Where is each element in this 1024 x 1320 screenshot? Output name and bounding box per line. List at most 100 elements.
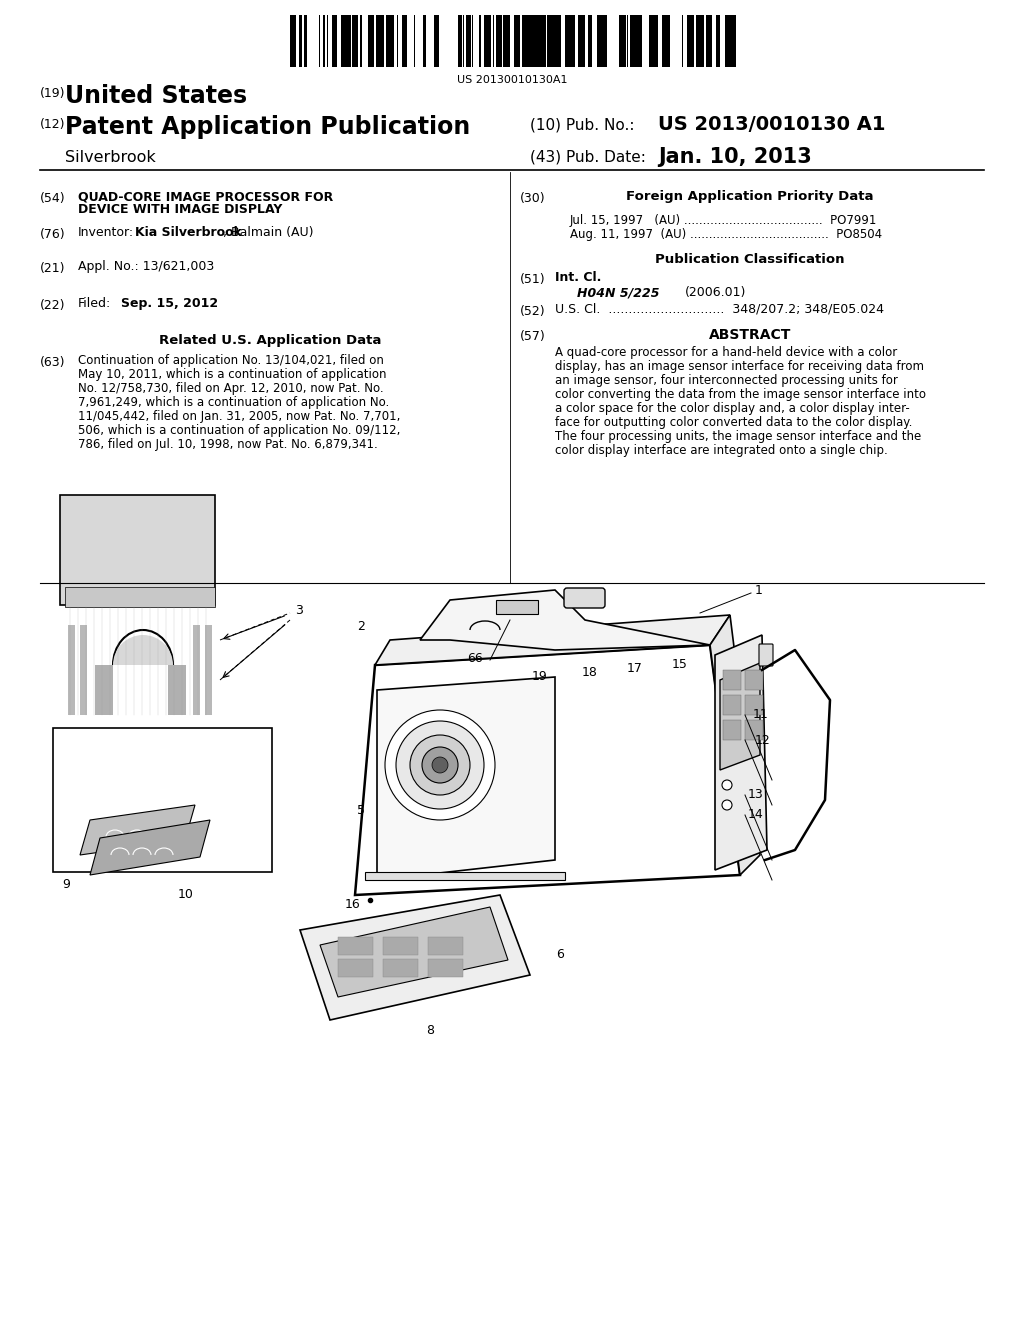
Text: 8: 8 xyxy=(426,1023,434,1036)
Bar xyxy=(383,960,418,977)
Text: H04N 5/225: H04N 5/225 xyxy=(577,286,659,300)
Bar xyxy=(655,15,658,67)
Bar xyxy=(168,665,186,715)
Text: 14: 14 xyxy=(748,808,764,821)
FancyBboxPatch shape xyxy=(496,601,538,614)
Text: US 2013/0010130 A1: US 2013/0010130 A1 xyxy=(658,115,886,135)
Text: The four processing units, the image sensor interface and the: The four processing units, the image sen… xyxy=(555,430,922,444)
Bar xyxy=(638,15,640,67)
Text: 15: 15 xyxy=(672,659,688,672)
Text: (63): (63) xyxy=(40,356,66,370)
Text: a color space for the color display and, a color display inter-: a color space for the color display and,… xyxy=(555,403,909,414)
Bar xyxy=(567,15,571,67)
Bar xyxy=(588,15,592,67)
Bar xyxy=(435,15,439,67)
Text: 16: 16 xyxy=(344,899,360,912)
Text: 12: 12 xyxy=(755,734,771,747)
Bar xyxy=(390,15,394,67)
Bar xyxy=(571,15,575,67)
Text: Aug. 11, 1997  (AU) .....................................  PO8504: Aug. 11, 1997 (AU) .....................… xyxy=(570,228,882,242)
Bar xyxy=(692,15,694,67)
Polygon shape xyxy=(375,615,730,665)
Text: 7,961,249, which is a continuation of application No.: 7,961,249, which is a continuation of ap… xyxy=(78,396,389,409)
Bar xyxy=(352,15,356,67)
Text: Patent Application Publication: Patent Application Publication xyxy=(65,115,470,139)
Circle shape xyxy=(422,747,458,783)
Text: Filed:: Filed: xyxy=(78,297,112,310)
Bar xyxy=(687,15,690,67)
Text: 5: 5 xyxy=(357,804,365,817)
Text: Foreign Application Priority Data: Foreign Application Priority Data xyxy=(627,190,873,203)
Bar xyxy=(332,15,335,67)
Bar xyxy=(745,696,763,715)
Text: DEVICE WITH IMAGE DISPLAY: DEVICE WITH IMAGE DISPLAY xyxy=(78,203,283,216)
Text: (30): (30) xyxy=(520,191,546,205)
Text: color display interface are integrated onto a single chip.: color display interface are integrated o… xyxy=(555,444,888,457)
Text: 506, which is a continuation of application No. 09/112,: 506, which is a continuation of applicat… xyxy=(78,424,400,437)
Text: Int. Cl.: Int. Cl. xyxy=(555,271,601,284)
Text: (10) Pub. No.:: (10) Pub. No.: xyxy=(530,117,635,133)
Bar xyxy=(708,15,711,67)
Text: Appl. No.: 13/621,003: Appl. No.: 13/621,003 xyxy=(78,260,214,273)
Bar xyxy=(338,937,373,954)
Text: 6: 6 xyxy=(556,949,564,961)
Bar xyxy=(299,15,302,67)
Text: (51): (51) xyxy=(520,273,546,286)
Text: color converting the data from the image sensor interface into: color converting the data from the image… xyxy=(555,388,926,401)
Bar xyxy=(583,15,585,67)
Bar xyxy=(539,15,543,67)
Bar xyxy=(620,15,623,67)
Bar xyxy=(664,15,668,67)
Bar xyxy=(706,15,708,67)
Bar xyxy=(633,15,637,67)
Text: (21): (21) xyxy=(40,261,66,275)
Bar xyxy=(304,15,307,67)
Bar xyxy=(514,15,517,67)
Bar xyxy=(631,15,633,67)
Wedge shape xyxy=(113,635,173,665)
FancyBboxPatch shape xyxy=(564,587,605,609)
Bar xyxy=(652,15,655,67)
Text: Related U.S. Application Data: Related U.S. Application Data xyxy=(159,334,381,347)
Bar xyxy=(547,15,549,67)
Text: 786, filed on Jul. 10, 1998, now Pat. No. 6,879,341.: 786, filed on Jul. 10, 1998, now Pat. No… xyxy=(78,438,378,451)
Bar xyxy=(745,671,763,690)
Text: (57): (57) xyxy=(520,330,546,343)
Circle shape xyxy=(396,721,484,809)
Bar xyxy=(623,15,625,67)
Text: 9: 9 xyxy=(62,879,70,891)
Bar xyxy=(690,15,692,67)
Text: United States: United States xyxy=(65,84,247,108)
Text: Publication Classification: Publication Classification xyxy=(655,253,845,267)
Bar xyxy=(728,15,732,67)
Bar xyxy=(640,15,642,67)
Text: Continuation of application No. 13/104,021, filed on: Continuation of application No. 13/104,0… xyxy=(78,354,384,367)
Bar xyxy=(745,719,763,741)
Text: 10: 10 xyxy=(178,888,194,902)
Bar xyxy=(378,15,380,67)
Text: (54): (54) xyxy=(40,191,66,205)
Polygon shape xyxy=(715,635,767,870)
Text: (43) Pub. Date:: (43) Pub. Date: xyxy=(530,150,646,165)
Bar xyxy=(386,15,389,67)
Polygon shape xyxy=(319,907,508,997)
Text: U.S. Cl.  .............................  348/207.2; 348/E05.024: U.S. Cl. ............................. 3… xyxy=(555,304,884,315)
Bar xyxy=(95,665,113,715)
Bar xyxy=(360,15,362,67)
Text: Sep. 15, 2012: Sep. 15, 2012 xyxy=(121,297,218,310)
Text: (2006.01): (2006.01) xyxy=(685,286,746,300)
Bar xyxy=(488,15,490,67)
Bar xyxy=(193,624,200,715)
Bar xyxy=(348,15,350,67)
Text: QUAD-CORE IMAGE PROCESSOR FOR: QUAD-CORE IMAGE PROCESSOR FOR xyxy=(78,190,333,203)
Text: Jan. 10, 2013: Jan. 10, 2013 xyxy=(658,147,812,168)
Bar xyxy=(205,624,212,715)
Bar xyxy=(68,624,75,715)
Bar xyxy=(376,15,378,67)
Polygon shape xyxy=(355,645,740,895)
Text: 19: 19 xyxy=(532,671,548,684)
Bar xyxy=(532,15,535,67)
Bar xyxy=(565,15,567,67)
Circle shape xyxy=(432,756,449,774)
Bar xyxy=(365,873,565,880)
